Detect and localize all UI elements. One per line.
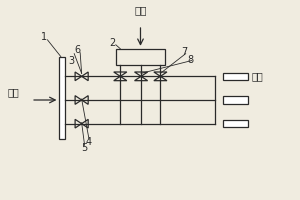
Text: 6: 6: [74, 45, 80, 55]
Text: 7: 7: [181, 47, 187, 57]
Text: 3: 3: [68, 56, 74, 66]
Text: 1: 1: [41, 32, 47, 42]
Bar: [223, 73, 248, 80]
Text: 8: 8: [187, 55, 193, 65]
Text: 5: 5: [82, 143, 88, 153]
Bar: [59, 57, 65, 139]
Bar: [223, 96, 248, 104]
Text: 喷枪: 喷枪: [251, 71, 263, 81]
Text: 氧气: 氧气: [134, 5, 147, 15]
Text: 2: 2: [110, 38, 116, 48]
Bar: [116, 49, 165, 64]
Bar: [223, 120, 248, 127]
Text: 煎气: 煎气: [7, 87, 19, 97]
Text: 4: 4: [86, 137, 92, 147]
